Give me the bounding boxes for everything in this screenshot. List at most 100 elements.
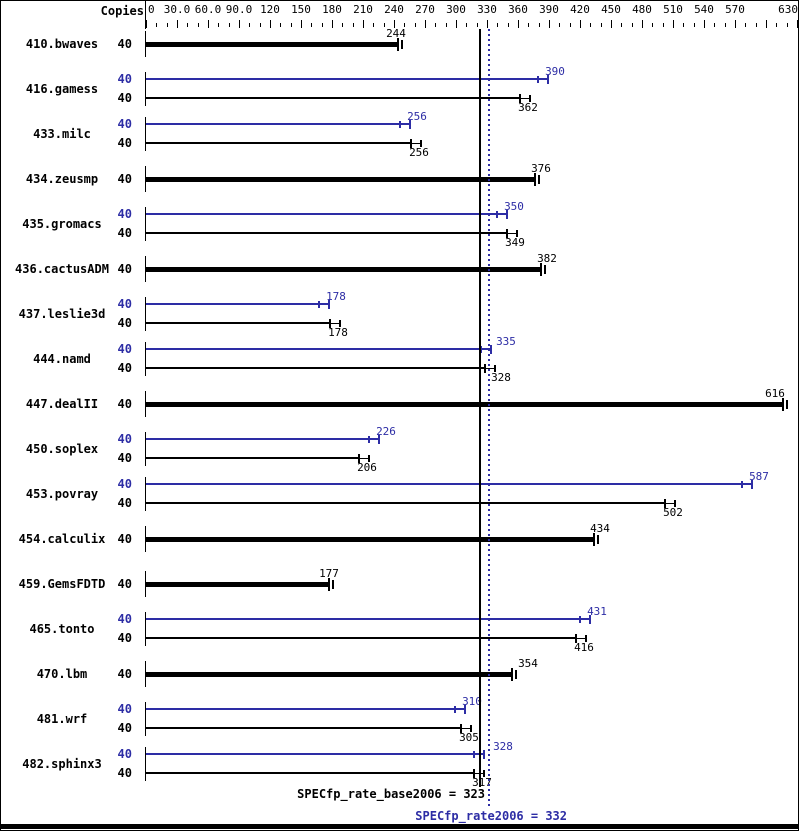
peak-bar <box>146 438 380 440</box>
copies-value-base: 40 <box>117 361 132 375</box>
benchmark-row: 410.bwaves 40 244 <box>1 21 798 68</box>
base-run-whisker <box>507 233 517 234</box>
benchmark-row: 470.lbm 40 354 <box>1 651 798 698</box>
base-run-mark <box>401 40 403 49</box>
row-baseline <box>145 117 146 151</box>
base-run-mark <box>483 770 485 777</box>
row-baseline <box>145 526 146 552</box>
axis-major-tick <box>456 20 457 28</box>
copies-value-base: 40 <box>117 451 132 465</box>
row-baseline <box>145 72 146 106</box>
axis-minor-tick <box>322 23 323 27</box>
base-run-mark <box>515 670 517 679</box>
base-run-mark <box>473 769 475 778</box>
axis-major-tick <box>673 20 674 28</box>
axis-tick-label: 270 <box>415 3 435 16</box>
row-baseline <box>145 342 146 376</box>
base-value-label: 256 <box>409 146 429 159</box>
copies-value-base: 40 <box>117 766 132 780</box>
benchmark-row: 481.wrf 40 40 310 305 <box>1 696 798 743</box>
base-bar <box>146 142 411 144</box>
base-value-label: 177 <box>319 567 339 580</box>
peak-value-label: 350 <box>504 200 524 213</box>
axis-minor-tick <box>632 23 633 27</box>
base-run-mark <box>544 265 546 274</box>
base-value-label: 382 <box>537 252 557 265</box>
axis-minor-tick <box>311 23 312 27</box>
base-bar <box>146 322 330 324</box>
base-value-label: 244 <box>386 27 406 40</box>
axis-minor-tick <box>590 23 591 27</box>
base-value-label: 317 <box>472 776 492 789</box>
row-baseline <box>145 432 146 466</box>
base-run-mark <box>484 364 486 373</box>
axis-minor-tick <box>497 23 498 27</box>
copies-value-base: 40 <box>117 631 132 645</box>
benchmark-label: 482.sphinx3 <box>22 757 102 771</box>
axis-minor-tick <box>291 23 292 27</box>
benchmark-row: 453.povray 40 40 587 502 <box>1 471 798 518</box>
peak-run-mark <box>496 211 498 218</box>
axis-tick-label: 330 <box>477 3 497 16</box>
axis-major-tick <box>177 20 178 28</box>
peak-run-mark <box>589 615 591 624</box>
axis-tick-label: 120 <box>260 3 280 16</box>
axis-tick-label: 300 <box>446 3 466 16</box>
peak-value-label: 328 <box>493 740 513 753</box>
axis-major-tick <box>239 20 240 28</box>
benchmark-row: 454.calculix 40 434 <box>1 516 798 563</box>
axis-major-tick <box>146 20 147 28</box>
benchmark-row: 465.tonto 40 40 431 416 <box>1 606 798 653</box>
axis-minor-tick <box>621 23 622 27</box>
peak-run-mark <box>537 76 539 83</box>
peak-value-label: 587 <box>749 470 769 483</box>
base-bar <box>146 267 541 272</box>
axis-minor-tick <box>725 23 726 27</box>
axis-minor-tick <box>663 23 664 27</box>
copies-value-base: 40 <box>117 316 132 330</box>
base-run-whisker <box>665 503 675 504</box>
copies-value-base: 40 <box>117 721 132 735</box>
copies-value-base: 40 <box>117 667 132 681</box>
axis-minor-tick <box>373 23 374 27</box>
base-run-whisker <box>411 143 421 144</box>
benchmark-label: 435.gromacs <box>22 217 102 231</box>
row-baseline <box>145 702 146 736</box>
benchmark-row: 482.sphinx3 40 40 328 317 <box>1 741 798 788</box>
axis-minor-tick <box>218 23 219 27</box>
base-run-mark <box>664 499 666 508</box>
summary-base-label: SPECfp_rate_base2006 = 323 <box>297 787 485 801</box>
peak-bar <box>146 753 485 755</box>
reference-line-base <box>479 29 481 787</box>
base-bar <box>146 367 485 369</box>
base-run-mark <box>460 724 462 733</box>
base-run-whisker <box>359 458 369 459</box>
benchmark-row: 435.gromacs 40 40 350 349 <box>1 201 798 248</box>
reference-line-peak <box>488 29 490 809</box>
axis-major-tick <box>766 20 767 28</box>
peak-run-mark <box>741 481 743 488</box>
copies-value-base: 40 <box>117 532 132 546</box>
base-run-mark <box>328 578 330 591</box>
base-run-mark <box>575 634 577 643</box>
axis-tick-label: 240 <box>384 3 404 16</box>
copies-value-peak: 40 <box>117 702 132 716</box>
peak-value-label: 178 <box>326 290 346 303</box>
base-bar <box>146 232 507 234</box>
peak-value-label: 226 <box>376 425 396 438</box>
axis-minor-tick <box>404 23 405 27</box>
peak-bar <box>146 123 411 125</box>
axis-minor-tick <box>249 23 250 27</box>
base-run-mark <box>368 455 370 462</box>
base-run-mark <box>397 38 399 51</box>
base-bar <box>146 502 665 504</box>
benchmark-label: 481.wrf <box>36 712 88 726</box>
base-run-whisker <box>576 638 586 639</box>
axis-minor-tick <box>528 23 529 27</box>
base-value-label: 349 <box>505 236 525 249</box>
copies-value-base: 40 <box>117 37 132 51</box>
benchmark-label: 450.soplex <box>25 442 99 456</box>
benchmark-row: 450.soplex 40 40 226 206 <box>1 426 798 473</box>
benchmark-label: 410.bwaves <box>25 37 99 51</box>
